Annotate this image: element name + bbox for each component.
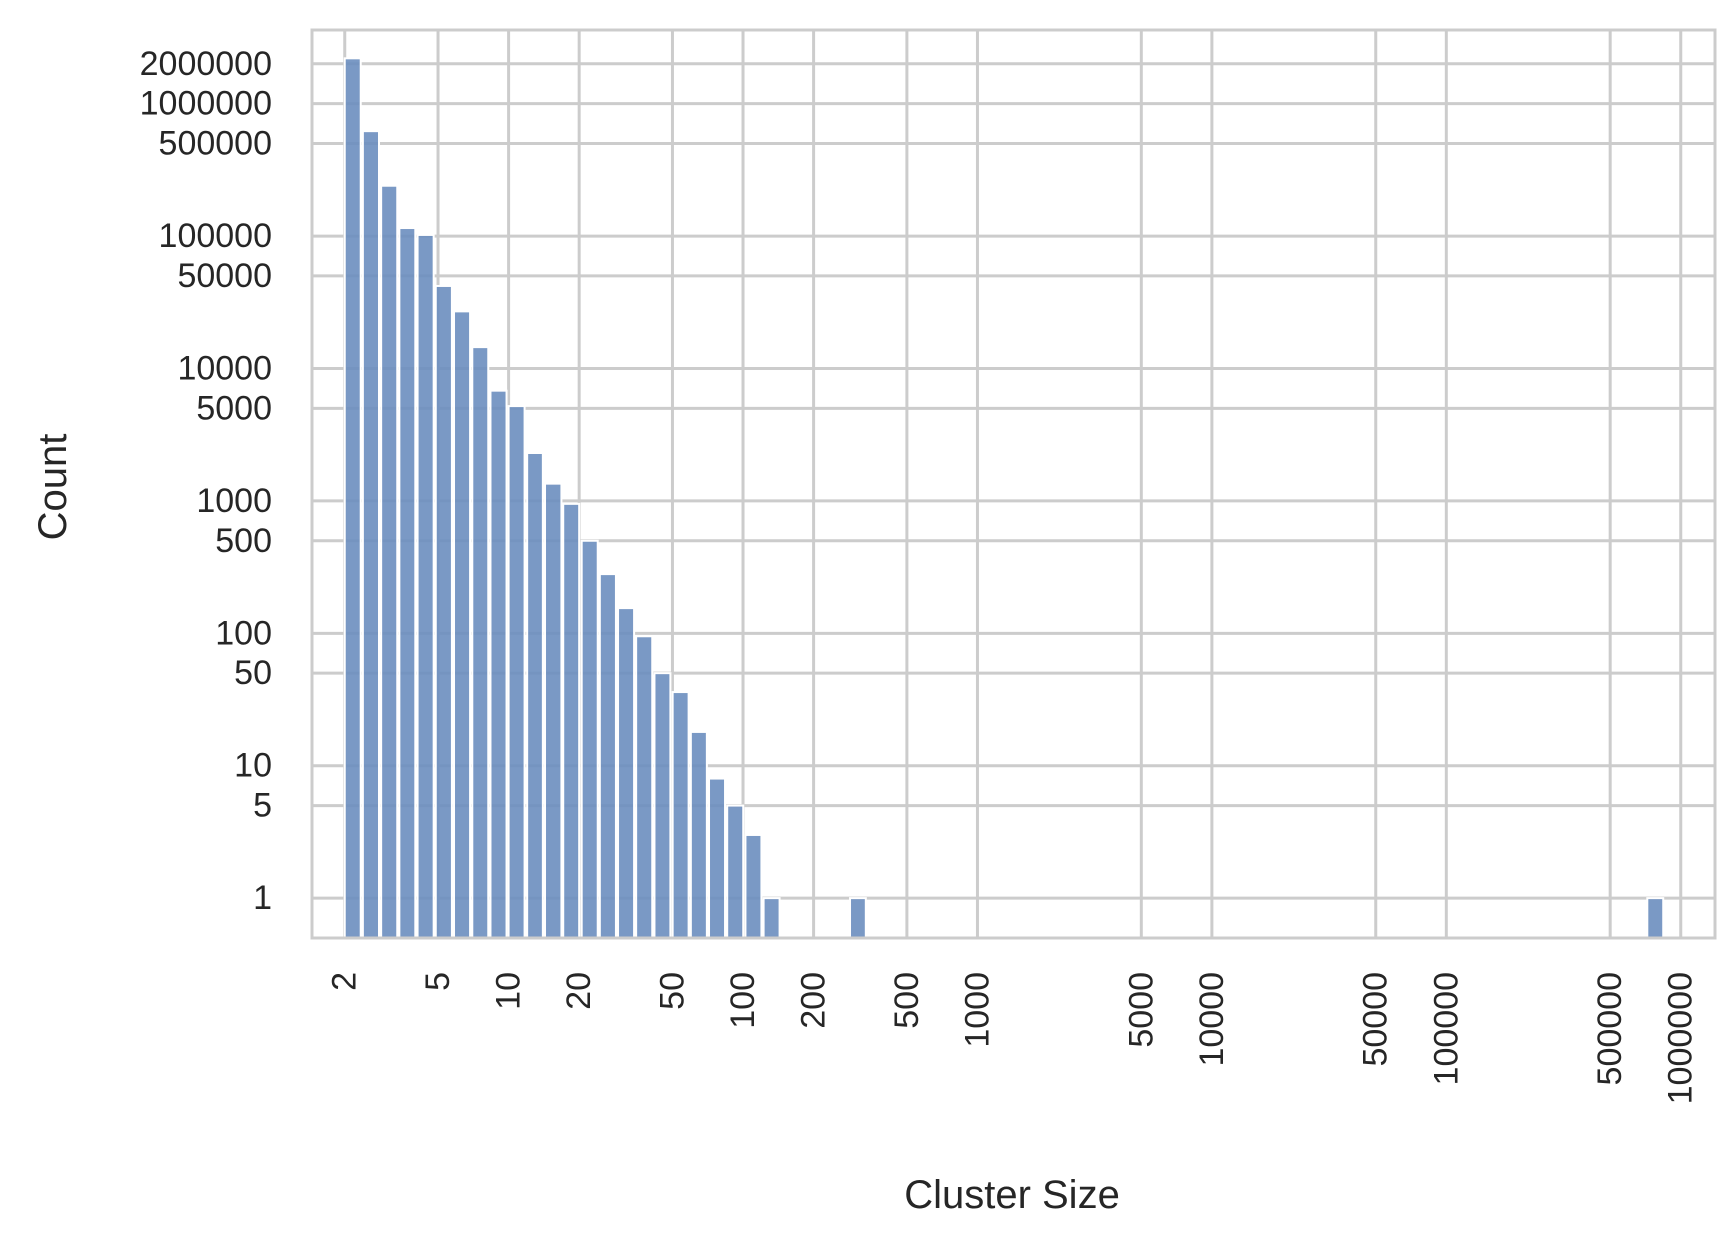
- x-tick-label: 10000: [1193, 972, 1231, 1067]
- histogram-bar: [849, 897, 867, 939]
- histogram-bar: [361, 130, 380, 939]
- y-axis-title: Count: [31, 434, 75, 541]
- y-tick-label: 50: [234, 654, 272, 692]
- histogram-bar: [653, 672, 672, 940]
- histogram-bar: [343, 57, 362, 939]
- x-tick-label: 500000: [1591, 972, 1629, 1085]
- y-tick-label: 2000000: [140, 45, 272, 83]
- histogram-bar: [526, 452, 544, 939]
- plot-frame: [310, 28, 1717, 940]
- histogram-bar: [708, 777, 727, 939]
- histogram-bar: [617, 607, 636, 940]
- x-tick-label: 100: [724, 972, 762, 1029]
- histogram-bar: [380, 184, 399, 939]
- x-tick-label: 200: [795, 972, 833, 1029]
- histogram-bar: [562, 502, 581, 939]
- histogram-bar: [544, 482, 563, 939]
- x-tick-label: 5: [419, 972, 457, 991]
- histogram-bar: [580, 539, 599, 939]
- histogram-bar: [489, 389, 508, 939]
- x-tick-label: 2: [326, 972, 364, 991]
- y-tick-label: 1000: [196, 482, 272, 520]
- histogram-bar: [398, 227, 417, 939]
- histogram-bar: [635, 635, 654, 939]
- histogram-bar: [507, 405, 526, 940]
- y-tick-label: 50000: [177, 257, 272, 295]
- y-tick-label: 1000000: [140, 85, 272, 123]
- histogram-bar: [762, 897, 781, 939]
- x-tick-label: 5000: [1122, 972, 1160, 1048]
- histogram-bar: [471, 346, 490, 939]
- x-tick-labels: 2 5 10 20 50 100 200 500 1000 5000 10000 50000 10000…: [326, 972, 1700, 1104]
- x-tick-label: 50000: [1357, 972, 1395, 1067]
- histogram-bar: [726, 804, 745, 939]
- histogram-bar: [598, 573, 617, 940]
- y-tick-label: 500000: [159, 125, 272, 163]
- y-tick-label: 10000: [177, 349, 272, 387]
- y-tick-label: 5000: [196, 389, 272, 427]
- x-tick-label: 50: [653, 972, 691, 1010]
- x-axis-title: Cluster Size: [904, 1173, 1120, 1217]
- y-tick-label: 500: [215, 522, 272, 560]
- x-tick-label: 10: [490, 972, 528, 1010]
- histogram-bar: [689, 730, 708, 939]
- y-tick-label: 5: [253, 787, 272, 825]
- y-tick-label: 1: [253, 879, 272, 917]
- histogram-bar: [416, 233, 435, 939]
- y-tick-label: 10: [234, 747, 272, 785]
- x-tick-label: 1000: [958, 972, 996, 1048]
- histogram-bar: [671, 691, 690, 939]
- y-tick-label: 100000: [159, 217, 272, 255]
- histogram-bar: [1646, 897, 1665, 939]
- histogram-bar: [453, 310, 472, 940]
- x-tick-label: 20: [560, 972, 598, 1010]
- y-tick-label: 100: [215, 614, 272, 652]
- x-tick-label: 1000000: [1662, 972, 1700, 1104]
- histogram-bar: [744, 833, 763, 939]
- histogram-bar: [434, 284, 453, 940]
- grid-lines: [312, 30, 1715, 938]
- x-tick-label: 500: [888, 972, 926, 1029]
- x-tick-label: 100000: [1427, 972, 1465, 1085]
